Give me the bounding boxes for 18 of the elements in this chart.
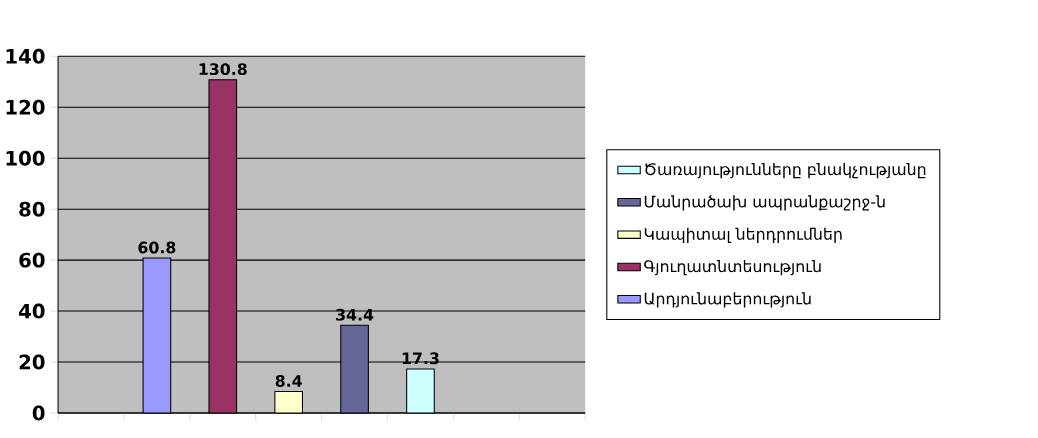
y-tick-label: 120 bbox=[6, 99, 45, 115]
legend-label: Մանրածախ ապրանքաշրջ-ն bbox=[644, 195, 885, 211]
y-tick-label: 140 bbox=[6, 48, 45, 64]
data-label: 60.8 bbox=[138, 241, 176, 254]
legend-label: Ծառայությունները բնակչությանը bbox=[645, 162, 926, 179]
legend-label: Արդյունաբերություն bbox=[644, 292, 811, 308]
y-tick-label: 20 bbox=[19, 354, 45, 370]
data-label: 34.4 bbox=[336, 308, 374, 321]
data-label: 8.4 bbox=[275, 374, 302, 387]
data-label: 130.8 bbox=[199, 62, 247, 75]
y-tick-label: 100 bbox=[6, 150, 45, 166]
y-tick-label: 60 bbox=[19, 252, 45, 268]
y-tick-label: 0 bbox=[32, 405, 45, 421]
data-label: 17.3 bbox=[402, 352, 439, 365]
legend-label: Գյուղատնտեսություն bbox=[644, 259, 821, 276]
y-tick-label: 40 bbox=[18, 303, 45, 319]
y-tick-label: 80 bbox=[19, 201, 45, 217]
legend-label: Կապիտալ ներդրումներ bbox=[644, 227, 842, 243]
